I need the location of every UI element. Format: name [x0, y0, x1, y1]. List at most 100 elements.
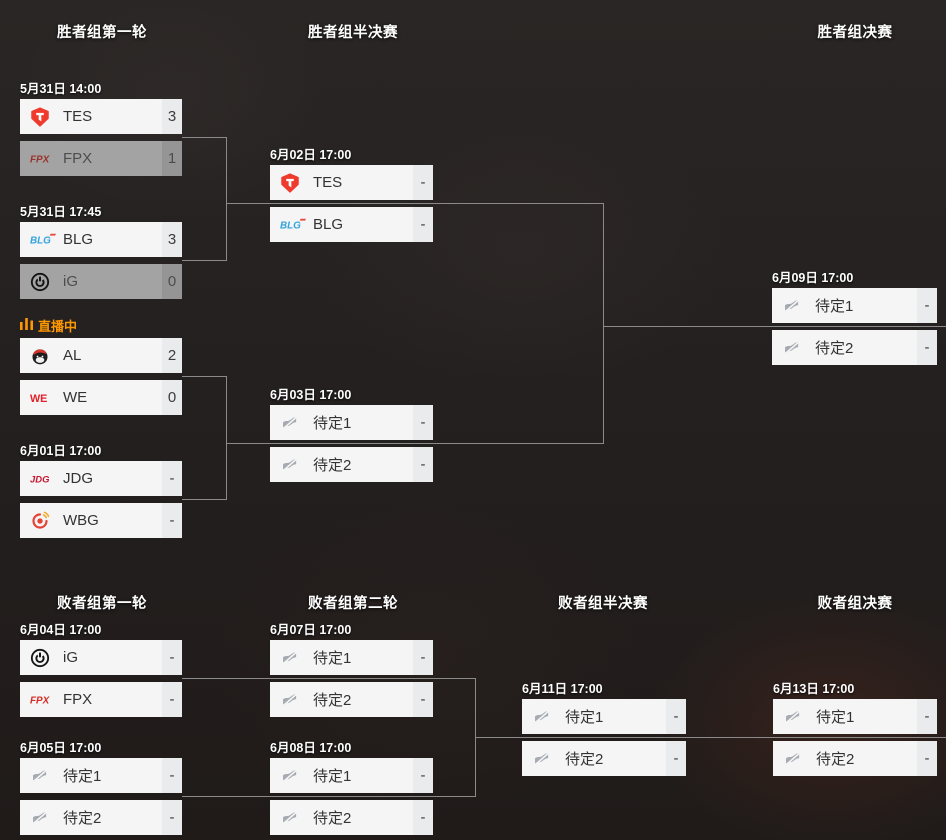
wbg-logo-icon [30, 511, 57, 531]
team-name: JDG [63, 470, 93, 487]
match-winners-sf-1: 6月02日 17:00 TES - BLG BLG - [270, 148, 433, 242]
ig-logo-icon [30, 648, 57, 668]
match-losers-r2-2: 6月08日 17:00 待定1 - 待定2 - [270, 741, 433, 835]
team-row[interactable]: 待定2 - [20, 800, 182, 835]
team-row[interactable]: TES - [270, 165, 433, 200]
team-name: 待定1 [565, 709, 604, 726]
team-score: 0 [162, 264, 182, 299]
team-row[interactable]: 待定2 - [773, 741, 937, 776]
tbd-logo-icon [783, 749, 810, 769]
team-score: - [413, 207, 433, 242]
team-name: 待定1 [313, 650, 352, 667]
tbd-logo-icon [782, 296, 809, 316]
match-winners-r1-3: 直播中 AL 2 WE WE 0 [20, 318, 182, 415]
team-score: - [917, 330, 937, 365]
fpx-logo-icon: FPX [30, 149, 57, 169]
team-name: TES [313, 174, 343, 191]
team-name: 待定2 [815, 340, 854, 357]
tbd-logo-icon [280, 413, 307, 433]
team-name: 待定1 [815, 298, 854, 315]
tbd-logo-icon [280, 648, 307, 668]
team-row[interactable]: WBG - [20, 503, 182, 538]
team-row[interactable]: 待定2 - [270, 800, 433, 835]
ig-logo-icon [30, 272, 57, 292]
header-losers-final: 败者组决赛 [817, 596, 893, 612]
live-bars-icon [20, 318, 33, 333]
match-date: 6月02日 17:00 [270, 148, 352, 162]
team-score: - [666, 699, 686, 734]
team-row[interactable]: JDG JDG - [20, 461, 182, 496]
team-name: 待定2 [816, 751, 855, 768]
match-date: 6月07日 17:00 [270, 623, 352, 637]
header-winners-semifinal: 胜者组半决赛 [308, 25, 398, 41]
team-score: - [162, 682, 182, 717]
team-row[interactable]: BLG BLG 3 [20, 222, 182, 257]
team-row[interactable]: 待定1 - [270, 758, 433, 793]
team-name: iG [63, 649, 78, 666]
team-row[interactable]: iG 0 [20, 264, 182, 299]
team-row[interactable]: 待定1 - [270, 640, 433, 675]
team-row[interactable]: 待定1 - [773, 699, 937, 734]
team-name: iG [63, 273, 78, 290]
team-score: 1 [162, 141, 182, 176]
bracket-connector-line [226, 443, 603, 444]
team-name: 待定1 [313, 415, 352, 432]
team-score: - [413, 640, 433, 675]
tbd-logo-icon [280, 808, 307, 828]
team-row[interactable]: 待定2 - [270, 682, 433, 717]
tbd-logo-icon [782, 338, 809, 358]
team-score: 3 [162, 222, 182, 257]
tbd-logo-icon [280, 766, 307, 786]
team-row[interactable]: iG - [20, 640, 182, 675]
svg-text:WE: WE [30, 393, 47, 405]
match-losers-r1-1: 6月04日 17:00 iG - FPX FPX - [20, 623, 182, 717]
bracket-connector-line [182, 137, 226, 138]
team-row[interactable]: 待定1 - [20, 758, 182, 793]
team-row[interactable]: 待定1 - [772, 288, 937, 323]
match-date: 6月13日 17:00 [773, 682, 855, 696]
team-score: - [917, 699, 937, 734]
tbd-logo-icon [30, 766, 57, 786]
team-score: - [413, 800, 433, 835]
team-row[interactable]: 待定2 - [270, 447, 433, 482]
match-date: 5月31日 14:00 [20, 82, 102, 96]
team-score: - [413, 405, 433, 440]
team-row[interactable]: BLG BLG - [270, 207, 433, 242]
match-date: 6月04日 17:00 [20, 623, 102, 637]
match-losers-final: 6月13日 17:00 待定1 - 待定2 - [773, 682, 937, 776]
tbd-logo-icon [280, 690, 307, 710]
team-score: - [162, 800, 182, 835]
bracket-connector-line [182, 499, 226, 500]
team-row[interactable]: FPX FPX - [20, 682, 182, 717]
match-date: 6月05日 17:00 [20, 741, 102, 755]
svg-text:BLG: BLG [30, 235, 51, 246]
bracket-connector-line [182, 796, 475, 797]
bracket-connector-line [226, 203, 603, 204]
match-winners-r1-4: 6月01日 17:00 JDG JDG - WBG - [20, 444, 182, 538]
blg-logo-icon: BLG [30, 230, 57, 250]
team-score: - [162, 758, 182, 793]
team-row[interactable]: WE WE 0 [20, 380, 182, 415]
team-row[interactable]: 待定2 - [522, 741, 686, 776]
team-name: 待定2 [313, 457, 352, 474]
team-name: TES [63, 108, 93, 125]
match-date: 6月08日 17:00 [270, 741, 352, 755]
team-score: - [917, 288, 937, 323]
live-label: 直播中 [38, 319, 78, 334]
team-name: 待定1 [63, 768, 102, 785]
tes-logo-icon [30, 106, 57, 127]
svg-text:FPX: FPX [30, 154, 51, 165]
team-row[interactable]: 待定1 - [270, 405, 433, 440]
team-row[interactable]: TES 3 [20, 99, 182, 134]
header-losers-semifinal: 败者组半决赛 [558, 596, 648, 612]
al-logo-icon [30, 346, 57, 366]
team-score: - [162, 640, 182, 675]
team-row[interactable]: 待定1 - [522, 699, 686, 734]
team-row[interactable]: FPX FPX 1 [20, 141, 182, 176]
team-row[interactable]: AL 2 [20, 338, 182, 373]
svg-text:BLG: BLG [280, 220, 301, 231]
team-score: - [413, 682, 433, 717]
team-score: 2 [162, 338, 182, 373]
team-row[interactable]: 待定2 - [772, 330, 937, 365]
